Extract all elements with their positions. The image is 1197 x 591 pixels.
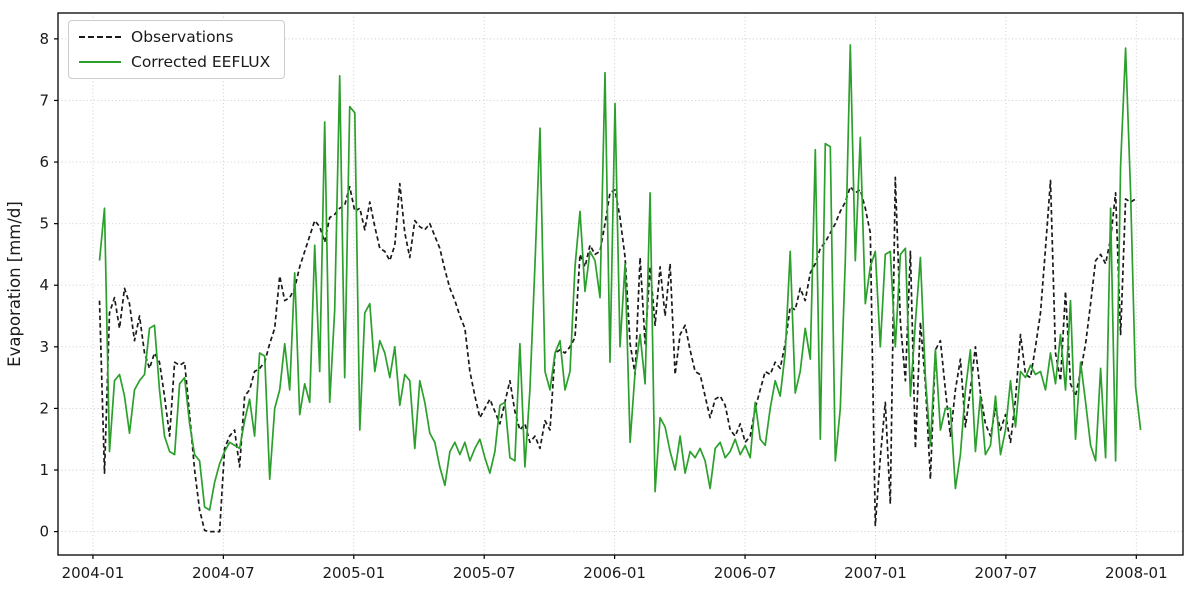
x-tick-label: 2007-07	[975, 564, 1038, 582]
legend-item-corrected-eeflux: Corrected EEFLUX	[79, 53, 270, 71]
legend-label-corrected-eeflux: Corrected EEFLUX	[131, 53, 271, 71]
x-tick-label: 2004-01	[62, 564, 125, 582]
plot-border	[57, 12, 1184, 556]
dashed-line-sample-icon	[79, 36, 121, 38]
y-tick-label: 5	[39, 215, 49, 233]
x-tick-label: 2004-07	[192, 564, 255, 582]
x-tick-label: 2006-01	[583, 564, 646, 582]
y-tick-label: 4	[39, 276, 49, 294]
y-tick-label: 2	[39, 399, 49, 417]
solid-line-sample-icon	[79, 61, 121, 63]
x-tick-label: 2007-01	[844, 564, 907, 582]
x-tick-label: 2005-01	[322, 564, 385, 582]
series-line-corrected-eeflux	[98, 44, 1142, 511]
x-tick-label: 2005-07	[453, 564, 516, 582]
y-axis-label: Evaporation [mm/d]	[5, 201, 24, 367]
legend-label-observations: Observations	[131, 28, 234, 46]
legend-item-observations: Observations	[79, 28, 270, 46]
y-tick-label: 7	[39, 91, 49, 109]
x-tick-label: 2006-07	[714, 564, 777, 582]
y-tick-label: 1	[39, 461, 49, 479]
y-tick-label: 3	[39, 338, 49, 356]
x-tick-label: 2008-01	[1105, 564, 1168, 582]
y-tick-label: 8	[39, 30, 49, 48]
y-tick-label: 0	[39, 523, 49, 541]
legend: Observations Corrected EEFLUX	[68, 20, 286, 79]
y-tick-label: 6	[39, 153, 49, 171]
